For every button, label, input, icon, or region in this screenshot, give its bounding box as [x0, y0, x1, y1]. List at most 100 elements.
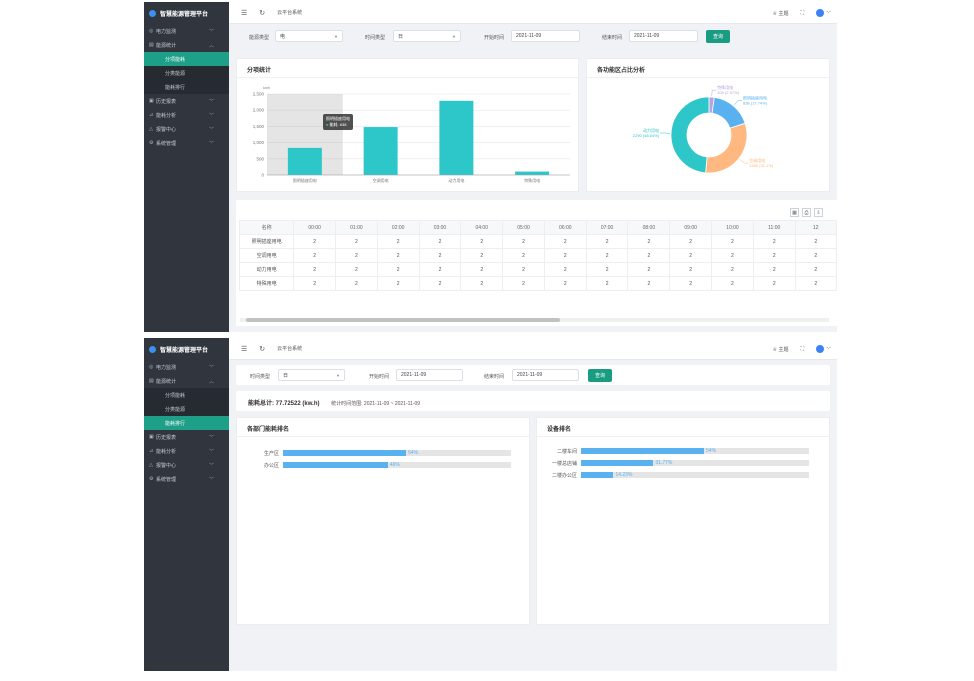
- monitor-icon: ◎: [149, 28, 154, 34]
- chevron-down-icon: ﹀: [208, 126, 214, 133]
- scrollbar-thumb[interactable]: [246, 318, 560, 322]
- sidebar-item-power-monitor[interactable]: ◎ 电力监测 ﹀: [144, 24, 229, 38]
- user-menu[interactable]: ﹀: [815, 345, 831, 353]
- table-cell: 2: [418, 262, 462, 277]
- column-header: 01:00: [335, 220, 378, 235]
- sidebar-item-system[interactable]: ⚙ 系统管理 ﹀: [144, 136, 229, 150]
- energy-type-label: 能源类型: [249, 35, 270, 41]
- end-time-value: 2021-11-09: [517, 372, 543, 378]
- trophy-icon: ♕: [772, 10, 778, 17]
- export-icon[interactable]: ⇩: [814, 208, 823, 217]
- slice-照明插座用电: [711, 96, 746, 129]
- sidebar-item-analysis[interactable]: ⊿ 能耗分析 ﹀: [144, 444, 229, 458]
- table-row: 空调用电 2 2 2 2 2 2 2 2 2 2 2 2 2: [238, 248, 837, 263]
- pie-card-title: 各功能区占比分析: [597, 68, 646, 74]
- main-content: 能源类型 电 ▼ 时间类型 日 ▼ 开始时间 2021-11-09 结束时间 202…: [229, 24, 837, 332]
- query-button[interactable]: 查询: [588, 369, 612, 382]
- table-cell: 2: [418, 234, 462, 249]
- menu-toggle-icon[interactable]: ☰: [241, 9, 248, 17]
- chevron-down-icon: ﹀: [208, 448, 214, 455]
- table-cell: 2: [293, 248, 337, 263]
- dept-card-title: 各部门能耗排名: [247, 427, 290, 433]
- time-type-select[interactable]: 日 ▼: [393, 30, 461, 42]
- sidebar-subitem-itemized[interactable]: 分项能耗: [144, 52, 229, 66]
- energy-total: 能耗总计: 77.72522 (kw.h) 统计时间范围: 2021-11-09…: [248, 398, 420, 407]
- row-name: 照明插座用电: [238, 234, 295, 249]
- column-header: 00:00: [293, 220, 337, 235]
- chevron-down-icon: ﹀: [208, 112, 214, 119]
- caret-down-icon: ▼: [452, 33, 456, 39]
- x-tick-label: 动力用电: [448, 177, 464, 183]
- avatar: [815, 345, 824, 353]
- start-time-input[interactable]: 2021-11-09: [396, 369, 463, 381]
- ranking-fill: [581, 472, 614, 478]
- sidebar-item-analysis[interactable]: ⊿ 能耗分析 ﹀: [144, 108, 229, 122]
- energy-type-select[interactable]: 电 ▼: [275, 30, 343, 42]
- grid-columns-icon[interactable]: ▦: [790, 208, 799, 217]
- divider: [237, 77, 578, 78]
- sidebar-item-alarm[interactable]: △ 报警中心 ﹀: [144, 458, 229, 472]
- sidebar-item-label: 电力监测: [156, 364, 177, 371]
- refresh-icon[interactable]: ↻: [259, 345, 266, 353]
- sidebar-item-power-monitor[interactable]: ◎ 电力监测 ﹀: [144, 360, 229, 374]
- column-header: 05:00: [502, 220, 545, 235]
- chevron-down-icon: ﹀: [208, 434, 214, 441]
- sidebar-subitem-itemized[interactable]: 分项能耗: [144, 388, 229, 402]
- column-header: 07:00: [585, 220, 629, 235]
- app-title: 智慧能源管理平台: [160, 11, 209, 18]
- sidebar-item-history[interactable]: ▣ 历史报表 ﹀: [144, 94, 229, 108]
- table-cell: 2: [627, 262, 671, 277]
- time-type-value: 日: [398, 33, 404, 40]
- fullscreen-icon[interactable]: ⛶: [800, 10, 804, 16]
- sidebar-subitem-ranking[interactable]: 能耗排行: [144, 416, 229, 430]
- chevron-down-icon: ﹀: [208, 476, 214, 483]
- column-header: 12: [794, 220, 837, 235]
- sidebar-item-energy-stats[interactable]: ▤ 能源统计 ︿: [144, 38, 229, 52]
- ranking-percent: 46%: [389, 462, 400, 468]
- filter-bar: 时间类型 日 ▼ 开始时间 2021-11-09 结束时间 2021-11-09 …: [236, 365, 830, 385]
- end-time-input[interactable]: 2021-11-09: [512, 369, 579, 381]
- end-time-input[interactable]: 2021-11-09: [629, 30, 698, 42]
- print-icon[interactable]: ⎙: [802, 208, 811, 217]
- slice-value-label: 106 (2.57%): [717, 90, 739, 95]
- table-cell: 2: [418, 276, 462, 291]
- ranking-name: 办公区: [263, 463, 279, 469]
- system-label: 云平台系统: [277, 10, 303, 16]
- time-type-select[interactable]: 日 ▼: [278, 369, 345, 381]
- chart-icon: ▤: [149, 42, 154, 48]
- column-header: 04:00: [460, 220, 504, 235]
- table-cell: 2: [293, 276, 337, 291]
- sidebar-subitem-category[interactable]: 分类能源: [144, 402, 229, 416]
- refresh-icon[interactable]: ↻: [259, 9, 266, 17]
- sidebar-item-label: 能耗排行: [165, 84, 186, 91]
- table-cell: 2: [627, 248, 671, 263]
- table-cell: 2: [752, 248, 796, 263]
- theme-button[interactable]: ♕ 主题: [773, 10, 789, 17]
- leader-line: [739, 159, 749, 164]
- ranking-row: 生产区 54%: [264, 450, 511, 457]
- chevron-up-icon: ︿: [208, 42, 214, 49]
- theme-button[interactable]: ♕ 主题: [773, 346, 789, 353]
- user-menu[interactable]: ﹀: [815, 9, 831, 17]
- sidebar-item-label: 历史报表: [156, 98, 177, 105]
- column-header: 02:00: [376, 220, 420, 235]
- sidebar-subitem-ranking[interactable]: 能耗排行: [144, 80, 229, 94]
- table-cell: 2: [376, 234, 420, 249]
- table-cell: 2: [585, 262, 629, 277]
- table-cell: 2: [543, 234, 587, 249]
- start-time-input[interactable]: 2021-11-09: [511, 30, 580, 42]
- menu-toggle-icon[interactable]: ☰: [241, 345, 248, 353]
- ranking-track: [581, 460, 809, 466]
- chevron-down-icon: ﹀: [208, 462, 214, 469]
- sidebar-item-system[interactable]: ⚙ 系统管理 ﹀: [144, 472, 229, 486]
- sidebar-item-history[interactable]: ▣ 历史报表 ﹀: [144, 430, 229, 444]
- caret-down-icon: ▼: [334, 33, 338, 39]
- sidebar-subitem-category[interactable]: 分类能源: [144, 66, 229, 80]
- sidebar-item-alarm[interactable]: △ 报警中心 ﹀: [144, 122, 229, 136]
- fullscreen-icon[interactable]: ⛶: [800, 346, 804, 352]
- x-tick-label: 空调用电: [373, 177, 389, 183]
- horizontal-scrollbar[interactable]: [240, 318, 829, 322]
- sidebar-item-energy-stats[interactable]: ▤ 能源统计 ︿: [144, 374, 229, 388]
- table-cell: 2: [669, 234, 713, 249]
- query-button[interactable]: 查询: [706, 30, 730, 43]
